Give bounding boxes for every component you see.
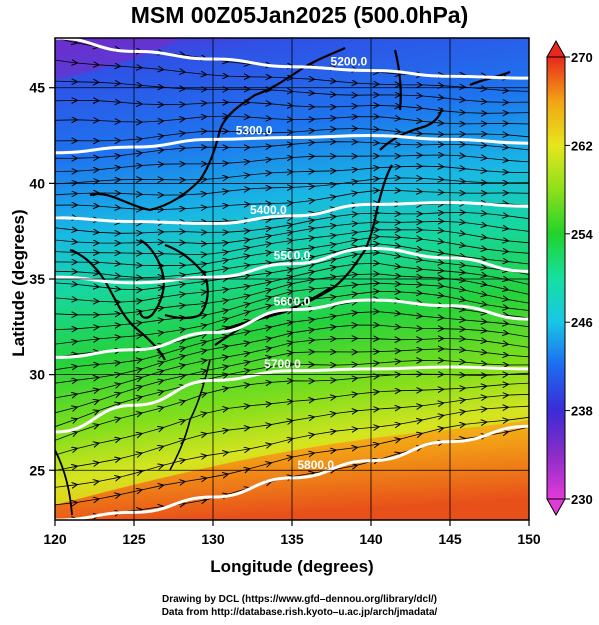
contour-label: 5200.0 xyxy=(331,54,368,68)
colorbar-ticks: 230 238 246 254 262 270 xyxy=(565,50,593,507)
x-tick-label: 150 xyxy=(517,531,541,547)
colorbar-tick-label: 262 xyxy=(571,138,593,153)
coast-china xyxy=(69,248,166,361)
colorbar-tick-label: 246 xyxy=(571,315,593,330)
coastlines xyxy=(55,47,511,516)
x-tick-label: 140 xyxy=(359,531,383,547)
contour-label: 5700.0 xyxy=(264,357,301,371)
x-axis-label: Longitude (degrees) xyxy=(210,557,374,576)
colorbar-tick-label: 254 xyxy=(571,227,593,242)
x-tick-label: 145 xyxy=(438,531,462,547)
colorbar-min-triangle xyxy=(546,498,566,517)
credit-data: Data from http://database.rish.kyoto–u.a… xyxy=(161,607,438,618)
y-tick-label: 40 xyxy=(29,175,45,191)
coast-taiwan xyxy=(55,449,73,516)
colorbar-max-triangle xyxy=(546,39,566,58)
coast-korea-west xyxy=(138,239,165,319)
colorbar: 230 238 246 254 262 270 xyxy=(546,39,593,517)
x-tick-label: 135 xyxy=(280,531,304,547)
y-tick-label: 45 xyxy=(29,80,45,96)
colorbar-gradient xyxy=(546,56,566,500)
x-tick-label: 125 xyxy=(122,531,146,547)
gridlines xyxy=(55,38,529,520)
y-tick-label: 35 xyxy=(29,271,45,287)
coast-korea-east xyxy=(164,243,209,320)
coast-asia-north xyxy=(89,47,346,212)
contour-label: 5400.0 xyxy=(250,203,287,217)
contour-label: 5300.0 xyxy=(236,123,273,137)
map-title: MSM 00Z05Jan2025 (500.0hPa) xyxy=(130,2,469,28)
x-tick-label: 120 xyxy=(43,531,67,547)
y-axis: 25 30 35 40 45 xyxy=(29,80,55,478)
colorbar-tick-label: 238 xyxy=(571,404,593,419)
colorbar-tick-label: 270 xyxy=(571,50,593,65)
x-tick-label: 130 xyxy=(201,531,225,547)
coast-hokkaido xyxy=(379,107,444,151)
contour-label: 5800.0 xyxy=(297,458,334,472)
y-tick-label: 25 xyxy=(29,462,45,478)
colorbar-tick-label: 230 xyxy=(571,492,593,507)
coast-kurils xyxy=(469,70,511,86)
y-axis-label: Latitude (degrees) xyxy=(9,209,28,357)
coast-ryukyu xyxy=(169,359,211,471)
x-axis: 120 125 130 135 140 145 150 xyxy=(43,520,541,547)
coast-japan-inner xyxy=(224,287,331,332)
y-tick-label: 30 xyxy=(29,367,45,383)
coast-sakhalin xyxy=(393,49,402,111)
credit-drawing: Drawing by DCL (https://www.gfd–dennou.o… xyxy=(161,594,437,605)
